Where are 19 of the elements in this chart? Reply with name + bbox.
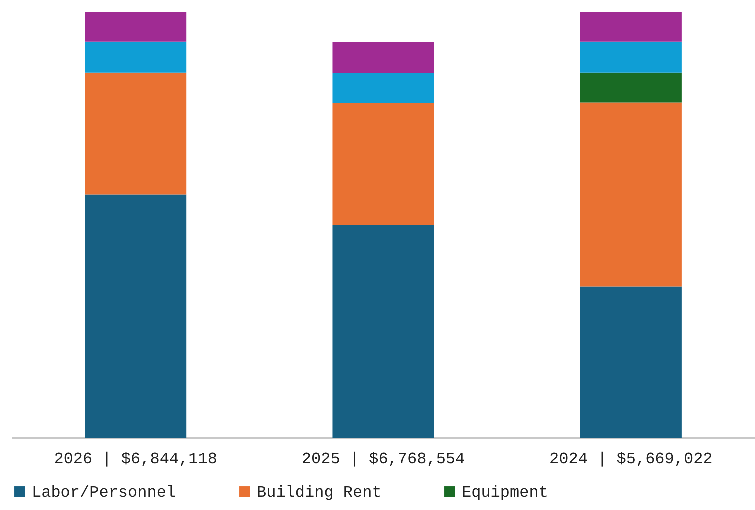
bar: [85, 194, 187, 438]
bar: [580, 42, 682, 73]
x-tick-label: 2026 | $6,844,118: [54, 450, 218, 468]
bar: [85, 42, 187, 73]
bar: [580, 286, 682, 438]
bar: [332, 103, 434, 225]
x-tick-label: 2024 | $5,669,022: [550, 450, 713, 468]
bar: [85, 12, 187, 42]
bar: [332, 42, 434, 74]
legend-label: Labor/Personnel: [32, 484, 176, 502]
bar: [580, 72, 682, 103]
bar: [580, 102, 682, 287]
bar: [580, 12, 682, 42]
legend-label: Building Rent: [257, 484, 382, 502]
bar: [332, 73, 434, 104]
bar: [332, 225, 434, 438]
x-tick-label: 2025 | $6,768,554: [302, 450, 466, 468]
legend-label: Equipment: [462, 484, 548, 502]
bar: [85, 72, 187, 195]
